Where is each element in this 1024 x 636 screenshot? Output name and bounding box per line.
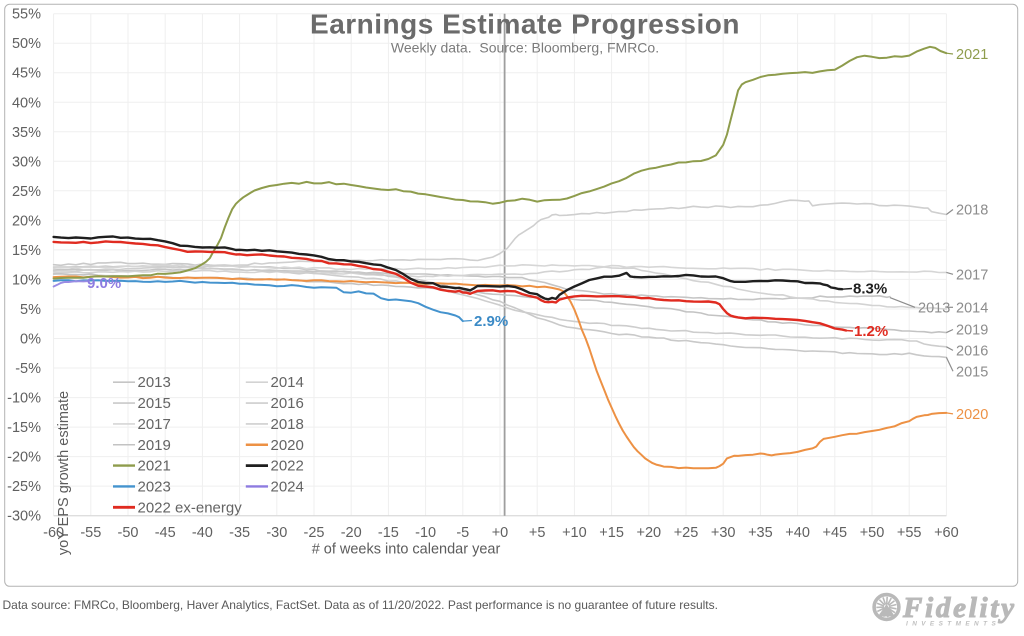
svg-text:+10: +10	[562, 525, 587, 541]
svg-text:-20: -20	[341, 525, 362, 541]
svg-text:-30%: -30%	[7, 509, 41, 525]
svg-text:-40: -40	[192, 525, 213, 541]
svg-text:2021: 2021	[956, 47, 988, 63]
svg-text:-25%: -25%	[7, 479, 41, 495]
svg-text:9.0%: 9.0%	[87, 275, 121, 292]
svg-text:+40: +40	[785, 525, 810, 541]
svg-text:2014: 2014	[271, 374, 304, 391]
svg-text:2020: 2020	[271, 437, 304, 454]
svg-text:15%: 15%	[12, 243, 41, 259]
svg-text:+45: +45	[822, 525, 847, 541]
svg-text:-50: -50	[118, 525, 139, 541]
svg-text:2016: 2016	[956, 343, 988, 359]
svg-text:2.9%: 2.9%	[474, 313, 508, 330]
svg-text:2016: 2016	[271, 395, 304, 412]
svg-text:2023: 2023	[138, 478, 171, 495]
svg-text:2022: 2022	[271, 458, 304, 475]
svg-text:2018: 2018	[956, 203, 988, 219]
svg-text:+15: +15	[599, 525, 624, 541]
svg-text:+50: +50	[860, 525, 885, 541]
svg-text:2015: 2015	[138, 395, 171, 412]
svg-text:40%: 40%	[12, 95, 41, 111]
svg-text:10%: 10%	[12, 272, 41, 288]
svg-text:+5: +5	[529, 525, 546, 541]
svg-text:Weekly data. Source: Bloomber: Weekly data. Source: Bloomberg, FMRCo.	[391, 40, 659, 56]
svg-text:2013: 2013	[918, 300, 950, 316]
svg-text:+35: +35	[748, 525, 773, 541]
svg-text:-5%: -5%	[15, 361, 41, 377]
svg-text:2024: 2024	[271, 478, 304, 495]
svg-text:50%: 50%	[12, 36, 41, 52]
svg-text:55%: 55%	[12, 7, 41, 23]
svg-text:35%: 35%	[12, 125, 41, 141]
svg-text:0%: 0%	[20, 332, 41, 348]
svg-text:+0: +0	[492, 525, 509, 541]
svg-text:2017: 2017	[138, 416, 171, 433]
svg-text:2021: 2021	[138, 458, 171, 475]
svg-text:2013: 2013	[138, 374, 171, 391]
svg-text:1.2%: 1.2%	[854, 323, 888, 340]
svg-text:-10%: -10%	[7, 391, 41, 407]
svg-text:2015: 2015	[956, 364, 988, 380]
svg-text:-25: -25	[304, 525, 325, 541]
svg-text:INVESTMENTS: INVESTMENTS	[906, 621, 999, 628]
svg-text:2022 ex-energy: 2022 ex-energy	[138, 499, 243, 516]
svg-text:2020: 2020	[956, 407, 988, 423]
svg-text:yoY EPS growth estimate: yoY EPS growth estimate	[56, 391, 72, 555]
svg-text:+20: +20	[636, 525, 661, 541]
svg-text:20%: 20%	[12, 213, 41, 229]
svg-text:Data source: FMRCo, Bloomberg,: Data source: FMRCo, Bloomberg, Haver Ana…	[3, 598, 718, 612]
svg-text:Earnings Estimate Progression: Earnings Estimate Progression	[310, 9, 740, 40]
svg-text:-15%: -15%	[7, 420, 41, 436]
svg-text:+25: +25	[674, 525, 699, 541]
svg-text:-15: -15	[378, 525, 399, 541]
svg-text:Fidelity: Fidelity	[902, 592, 1014, 624]
svg-text:45%: 45%	[12, 66, 41, 82]
svg-text:-10: -10	[415, 525, 436, 541]
svg-text:30%: 30%	[12, 154, 41, 170]
svg-text:+30: +30	[711, 525, 736, 541]
svg-text:-5: -5	[456, 525, 469, 541]
svg-text:25%: 25%	[12, 184, 41, 200]
svg-text:2018: 2018	[271, 416, 304, 433]
svg-text:2017: 2017	[956, 267, 988, 283]
svg-text:-30: -30	[266, 525, 287, 541]
svg-text:8.3%: 8.3%	[853, 281, 887, 298]
svg-text:-45: -45	[155, 525, 176, 541]
svg-text:# of weeks into calendar year: # of weeks into calendar year	[312, 542, 501, 558]
svg-text:+60: +60	[934, 525, 959, 541]
svg-text:2019: 2019	[956, 323, 988, 339]
svg-text:-55: -55	[80, 525, 101, 541]
svg-text:-35: -35	[229, 525, 250, 541]
svg-text:-20%: -20%	[7, 450, 41, 466]
svg-text:2014: 2014	[956, 300, 988, 316]
svg-text:5%: 5%	[20, 302, 41, 318]
svg-text:+55: +55	[897, 525, 922, 541]
svg-text:2019: 2019	[138, 437, 171, 454]
